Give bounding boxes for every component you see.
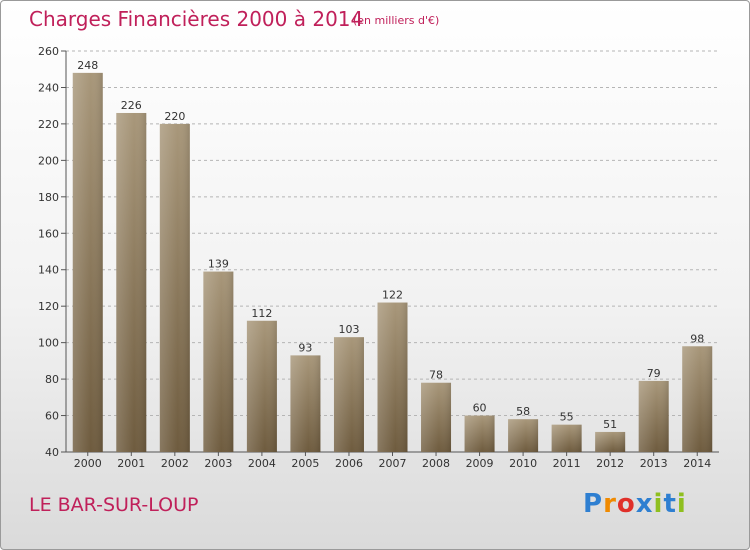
- x-tick-label: 2003: [204, 457, 232, 470]
- y-tick-label: 220: [38, 118, 59, 131]
- y-tick-label: 120: [38, 300, 59, 313]
- x-tick-label: 2004: [248, 457, 276, 470]
- x-tick-label: 2010: [509, 457, 537, 470]
- data-label: 55: [560, 411, 574, 424]
- logo-letter: r: [603, 489, 617, 519]
- bar-shade: [682, 346, 713, 452]
- proxiti-logo[interactable]: Proxiti: [583, 489, 687, 519]
- y-tick-label: 260: [38, 45, 59, 58]
- y-tick-label: 160: [38, 227, 59, 240]
- city-name: LE BAR-SUR-LOUP: [29, 494, 199, 516]
- bar-shade: [508, 419, 539, 452]
- x-tick-label: 2012: [596, 457, 624, 470]
- data-label: 220: [164, 110, 185, 123]
- bar-shade: [333, 337, 364, 452]
- data-label: 139: [208, 258, 229, 271]
- logo-letter: o: [616, 489, 636, 519]
- x-tick-label: 2013: [640, 457, 668, 470]
- bar-shade: [290, 355, 321, 452]
- x-tick-label: 2007: [379, 457, 407, 470]
- x-tick-label: 2006: [335, 457, 363, 470]
- bar-shade: [464, 415, 495, 452]
- x-tick-label: 2000: [74, 457, 102, 470]
- data-label: 122: [382, 289, 403, 302]
- data-label: 60: [473, 402, 487, 415]
- x-tick-label: 2002: [161, 457, 189, 470]
- logo-letter: i: [676, 489, 687, 519]
- logo-letter: P: [583, 489, 604, 519]
- data-label: 248: [77, 59, 98, 72]
- data-label: 98: [690, 332, 704, 345]
- logo-letter: i: [653, 489, 664, 519]
- data-label: 93: [298, 341, 312, 354]
- bar-shade: [551, 424, 582, 452]
- bar-shade: [159, 123, 190, 452]
- data-label: 78: [429, 369, 443, 382]
- y-tick-label: 180: [38, 191, 59, 204]
- y-tick-label: 60: [45, 410, 59, 423]
- bar-shade: [116, 112, 147, 453]
- bar-shade: [72, 72, 103, 452]
- x-tick-label: 2011: [553, 457, 581, 470]
- y-tick-label: 140: [38, 264, 59, 277]
- y-tick-label: 240: [38, 81, 59, 94]
- y-tick-label: 40: [45, 446, 59, 459]
- x-tick-label: 2001: [117, 457, 145, 470]
- bar-shade: [203, 271, 234, 452]
- logo-letter: x: [635, 489, 654, 519]
- data-label: 226: [121, 99, 142, 112]
- y-tick-label: 100: [38, 337, 59, 350]
- x-tick-label: 2005: [291, 457, 319, 470]
- bar-shade: [595, 431, 626, 452]
- y-tick-label: 80: [45, 373, 59, 386]
- x-tick-label: 2014: [683, 457, 711, 470]
- bars: [72, 72, 713, 453]
- bar-shade: [377, 302, 408, 452]
- bar-shade: [246, 320, 277, 452]
- logo-letter: t: [663, 489, 677, 519]
- labels: 40 60 80 100 120 140 160 180 200 220 240 260 248 2000…: [38, 45, 711, 470]
- data-label: 103: [338, 323, 359, 336]
- data-label: 79: [647, 367, 661, 380]
- data-label: 58: [516, 405, 530, 418]
- x-tick-label: 2009: [466, 457, 494, 470]
- x-tick-label: 2008: [422, 457, 450, 470]
- bar-shade: [421, 382, 452, 452]
- bar-shade: [638, 380, 669, 452]
- data-label: 112: [251, 307, 272, 320]
- data-label: 51: [603, 418, 617, 431]
- y-tick-label: 200: [38, 154, 59, 167]
- chart-title: Charges Financières 2000 à 2014: [29, 7, 364, 31]
- chart-subtitle: (en milliers d'€): [353, 14, 440, 27]
